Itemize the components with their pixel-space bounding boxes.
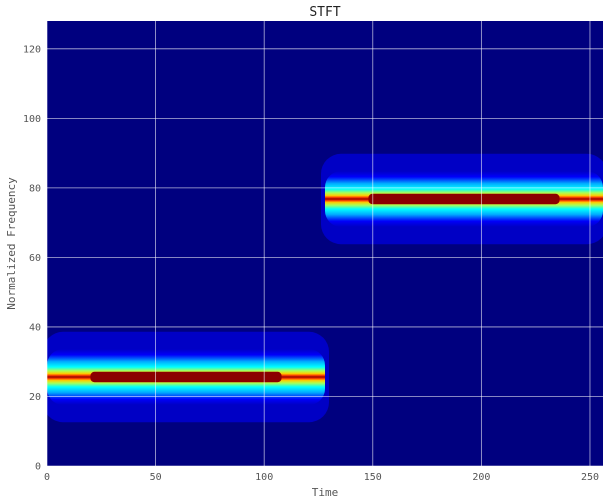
- x-tick-labels: 0 50 100 150 200 250: [44, 472, 599, 483]
- y-tick-label: 100: [23, 114, 41, 125]
- y-tick-labels: 0 20 40 60 80 100 120: [23, 44, 41, 472]
- grid-lines: [47, 21, 603, 466]
- y-axis-label: Normalized Frequency: [5, 177, 18, 310]
- y-tick-label: 0: [35, 462, 41, 473]
- stft-band-2: [321, 153, 603, 245]
- stft-band-1: [47, 331, 329, 423]
- x-tick-label: 150: [364, 472, 382, 483]
- x-tick-label: 50: [150, 472, 162, 483]
- y-tick-label: 40: [29, 322, 41, 333]
- x-axis-label: Time: [312, 486, 339, 499]
- band-peak: [90, 371, 282, 383]
- heatmap-bands: [47, 153, 603, 423]
- y-tick-label: 60: [29, 253, 41, 264]
- x-tick-label: 0: [44, 472, 50, 483]
- x-tick-label: 100: [255, 472, 273, 483]
- y-tick-label: 20: [29, 392, 41, 403]
- x-tick-label: 250: [581, 472, 599, 483]
- band-peak: [368, 193, 560, 205]
- y-tick-label: 80: [29, 183, 41, 194]
- x-tick-label: 200: [472, 472, 490, 483]
- chart-title: STFT: [309, 5, 340, 20]
- y-tick-label: 120: [23, 44, 41, 55]
